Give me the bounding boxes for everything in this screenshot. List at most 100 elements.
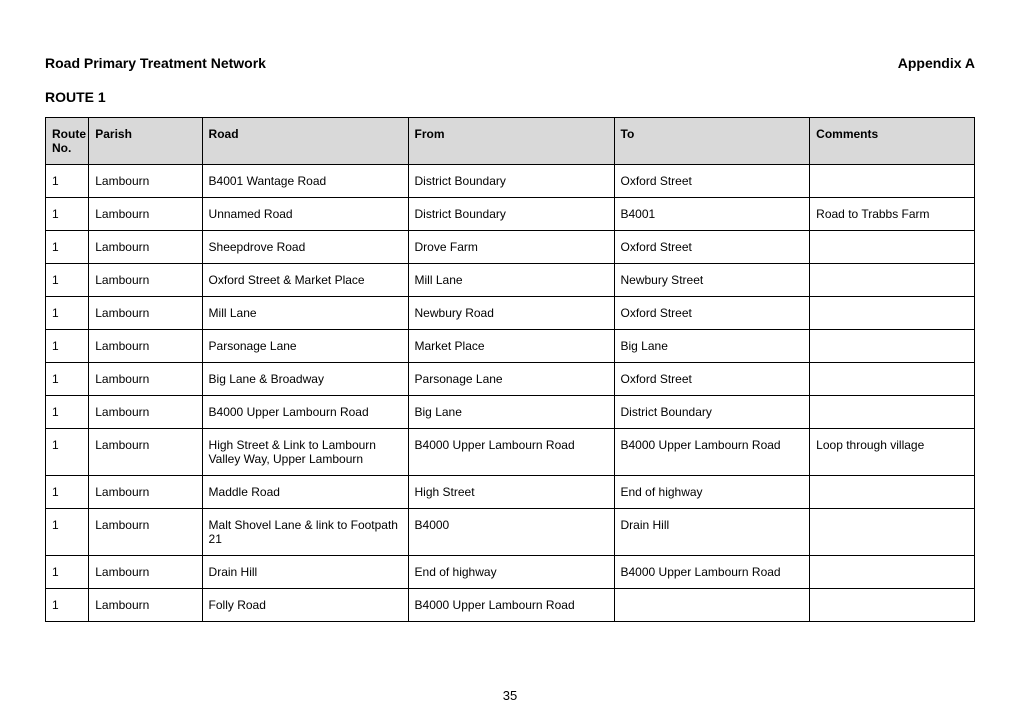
cell-route-no: 1 [46,363,89,396]
col-header-from: From [408,118,614,165]
cell-from: District Boundary [408,198,614,231]
table-row: 1LambournB4000 Upper Lambourn RoadBig La… [46,396,975,429]
cell-from: District Boundary [408,165,614,198]
table-row: 1LambournMalt Shovel Lane & link to Foot… [46,509,975,556]
cell-route-no: 1 [46,297,89,330]
table-row: 1LambournB4001 Wantage RoadDistrict Boun… [46,165,975,198]
route-table: Route No. Parish Road From To Comments 1… [45,117,975,622]
cell-parish: Lambourn [89,330,202,363]
cell-road: Maddle Road [202,476,408,509]
cell-parish: Lambourn [89,396,202,429]
table-row: 1LambournUnnamed RoadDistrict BoundaryB4… [46,198,975,231]
cell-from: End of highway [408,556,614,589]
table-body: 1LambournB4001 Wantage RoadDistrict Boun… [46,165,975,622]
table-row: 1LambournMaddle RoadHigh StreetEnd of hi… [46,476,975,509]
cell-parish: Lambourn [89,198,202,231]
cell-road: Oxford Street & Market Place [202,264,408,297]
cell-parish: Lambourn [89,363,202,396]
cell-parish: Lambourn [89,297,202,330]
cell-route-no: 1 [46,589,89,622]
cell-to: Oxford Street [614,165,810,198]
cell-comments [810,330,975,363]
cell-parish: Lambourn [89,476,202,509]
cell-comments [810,297,975,330]
table-header-row: Route No. Parish Road From To Comments [46,118,975,165]
cell-parish: Lambourn [89,165,202,198]
cell-route-no: 1 [46,330,89,363]
cell-comments [810,509,975,556]
cell-parish: Lambourn [89,509,202,556]
cell-to: B4000 Upper Lambourn Road [614,429,810,476]
table-row: 1LambournParsonage LaneMarket PlaceBig L… [46,330,975,363]
cell-parish: Lambourn [89,429,202,476]
table-row: 1LambournFolly RoadB4000 Upper Lambourn … [46,589,975,622]
cell-road: Sheepdrove Road [202,231,408,264]
cell-comments [810,556,975,589]
route-heading: ROUTE 1 [45,89,975,105]
cell-to: B4000 Upper Lambourn Road [614,556,810,589]
cell-to: Drain Hill [614,509,810,556]
cell-to [614,589,810,622]
cell-from: Parsonage Lane [408,363,614,396]
cell-comments [810,231,975,264]
cell-route-no: 1 [46,396,89,429]
cell-parish: Lambourn [89,264,202,297]
col-header-to: To [614,118,810,165]
cell-comments [810,476,975,509]
cell-comments: Road to Trabbs Farm [810,198,975,231]
cell-road: B4000 Upper Lambourn Road [202,396,408,429]
cell-route-no: 1 [46,264,89,297]
cell-route-no: 1 [46,165,89,198]
main-title: Road Primary Treatment Network [45,55,266,71]
table-row: 1LambournMill LaneNewbury RoadOxford Str… [46,297,975,330]
cell-comments [810,363,975,396]
cell-to: Newbury Street [614,264,810,297]
cell-route-no: 1 [46,556,89,589]
cell-to: Oxford Street [614,363,810,396]
table-row: 1LambournSheepdrove RoadDrove FarmOxford… [46,231,975,264]
cell-road: Unnamed Road [202,198,408,231]
cell-to: End of highway [614,476,810,509]
cell-comments [810,589,975,622]
document-page: Road Primary Treatment Network Appendix … [0,0,1020,721]
page-number: 35 [0,688,1020,703]
cell-from: B4000 Upper Lambourn Road [408,589,614,622]
cell-route-no: 1 [46,198,89,231]
cell-from: High Street [408,476,614,509]
cell-route-no: 1 [46,231,89,264]
cell-to: B4001 [614,198,810,231]
cell-comments: Loop through village [810,429,975,476]
cell-road: Folly Road [202,589,408,622]
col-header-road: Road [202,118,408,165]
cell-route-no: 1 [46,429,89,476]
col-header-parish: Parish [89,118,202,165]
cell-comments [810,396,975,429]
cell-road: Drain Hill [202,556,408,589]
col-header-comments: Comments [810,118,975,165]
cell-road: High Street & Link to Lambourn Valley Wa… [202,429,408,476]
cell-from: Market Place [408,330,614,363]
col-header-route-no: Route No. [46,118,89,165]
document-header: Road Primary Treatment Network Appendix … [45,55,975,71]
cell-to: Oxford Street [614,231,810,264]
cell-from: Newbury Road [408,297,614,330]
appendix-label: Appendix A [898,55,975,71]
cell-road: Big Lane & Broadway [202,363,408,396]
cell-road: Parsonage Lane [202,330,408,363]
cell-from: Drove Farm [408,231,614,264]
cell-parish: Lambourn [89,231,202,264]
cell-to: Big Lane [614,330,810,363]
cell-parish: Lambourn [89,589,202,622]
table-row: 1LambournDrain HillEnd of highwayB4000 U… [46,556,975,589]
cell-road: B4001 Wantage Road [202,165,408,198]
cell-from: Mill Lane [408,264,614,297]
cell-to: District Boundary [614,396,810,429]
table-row: 1LambournOxford Street & Market PlaceMil… [46,264,975,297]
cell-parish: Lambourn [89,556,202,589]
cell-road: Mill Lane [202,297,408,330]
cell-from: B4000 [408,509,614,556]
cell-route-no: 1 [46,476,89,509]
cell-road: Malt Shovel Lane & link to Footpath 21 [202,509,408,556]
cell-route-no: 1 [46,509,89,556]
table-row: 1LambournBig Lane & BroadwayParsonage La… [46,363,975,396]
